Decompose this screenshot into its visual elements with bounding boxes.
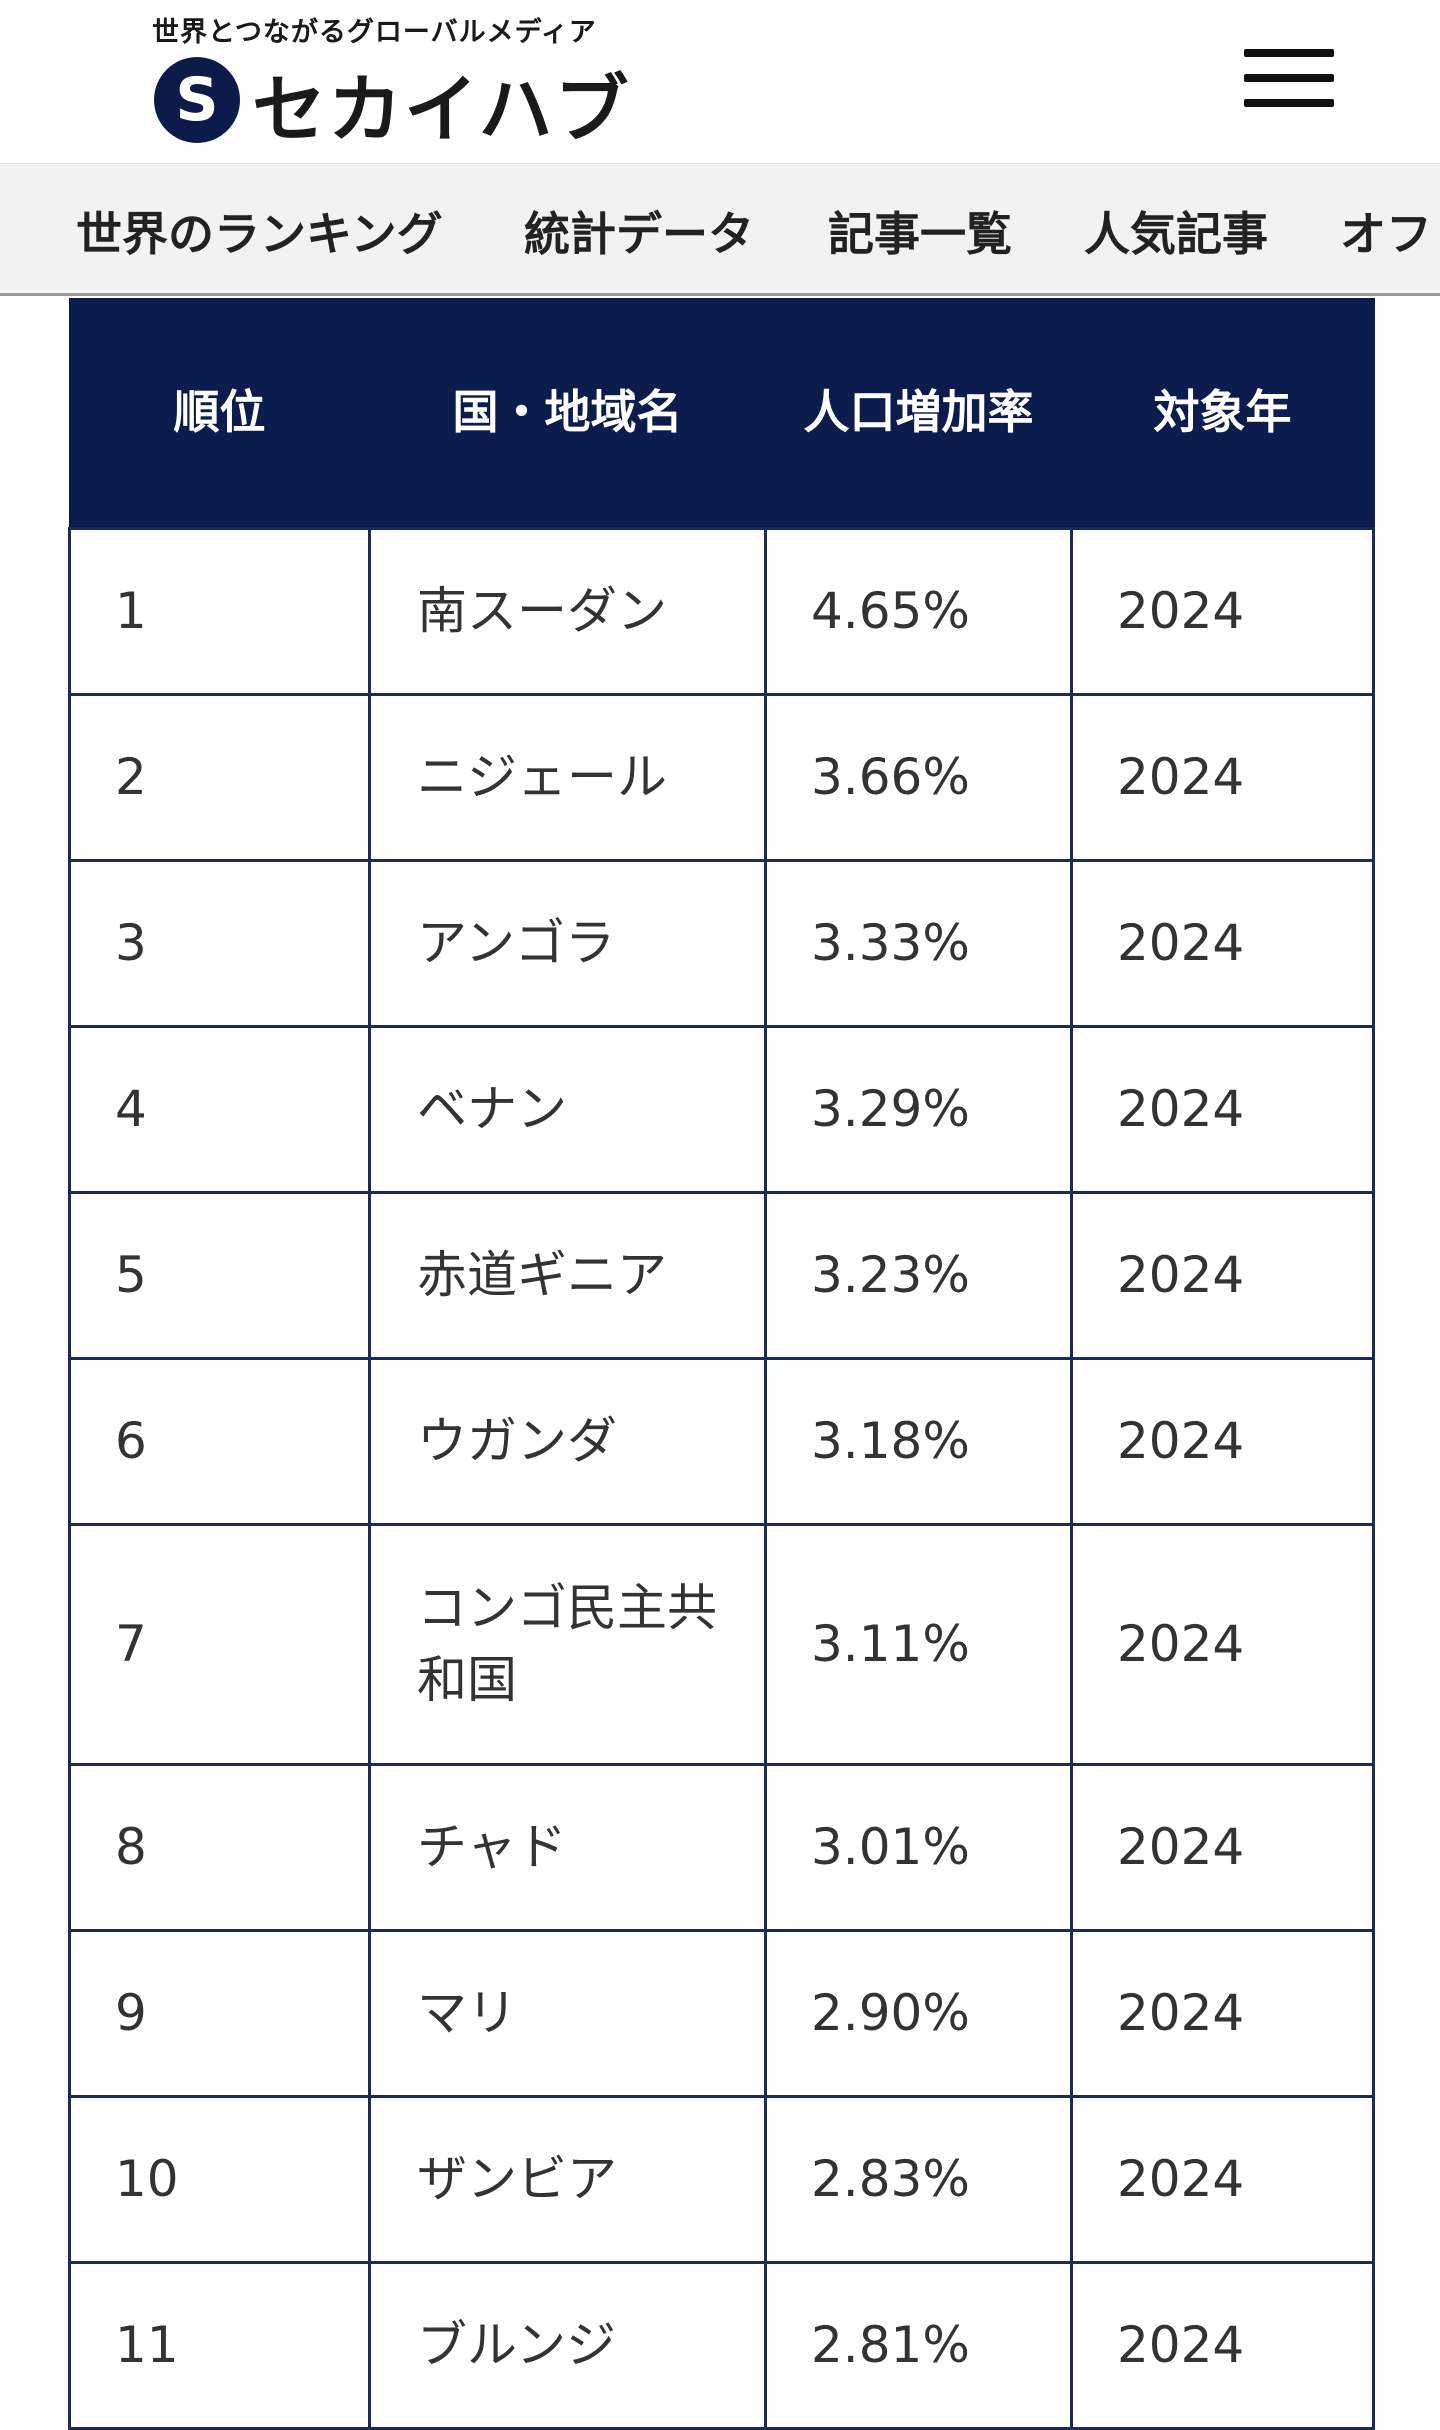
table-row: 4 ベナン 3.29% 2024 xyxy=(68,1024,1375,1194)
logo-s-icon: S xyxy=(154,57,240,143)
cell-year: 2024 xyxy=(1070,526,1375,696)
cell-country: マリ xyxy=(368,1928,767,2098)
table-row: 9 マリ 2.90% 2024 xyxy=(68,1928,1375,2098)
cell-rate: 3.29% xyxy=(764,1024,1073,1194)
column-header-year: 対象年 xyxy=(1070,298,1375,528)
nav-item-world-ranking[interactable]: 世界のランキング xyxy=(76,207,443,261)
population-growth-ranking-table: 順位 国・地域名 人口増加率 対象年 1 南スーダン 4.65% 2024 2 … xyxy=(68,298,1375,2430)
cell-rank: 4 xyxy=(68,1024,371,1194)
cell-rate: 3.66% xyxy=(764,692,1073,862)
table-row: 11 ブルンジ 2.81% 2024 xyxy=(68,2260,1375,2430)
cell-rate: 2.90% xyxy=(764,1928,1073,2098)
cell-country: アンゴラ xyxy=(368,858,767,1028)
hamburger-menu-icon xyxy=(1244,49,1334,57)
cell-country: コンゴ民主共和国 xyxy=(368,1522,767,1766)
ranking-table-container: 順位 国・地域名 人口増加率 対象年 1 南スーダン 4.65% 2024 2 … xyxy=(68,298,1375,2430)
cell-rate: 2.83% xyxy=(764,2094,1073,2264)
cell-year: 2024 xyxy=(1070,692,1375,862)
cell-rank: 5 xyxy=(68,1190,371,1360)
cell-country: チャド xyxy=(368,1762,767,1932)
cell-year: 2024 xyxy=(1070,2094,1375,2264)
cell-country: ブルンジ xyxy=(368,2260,767,2430)
site-header: 世界とつながるグローバルメディア S セカイハブ xyxy=(0,0,1440,163)
cell-year: 2024 xyxy=(1070,1762,1375,1932)
cell-rank: 11 xyxy=(68,2260,371,2430)
hamburger-menu-icon-bar xyxy=(1244,74,1334,82)
cell-country: ウガンダ xyxy=(368,1356,767,1526)
cell-rate: 3.23% xyxy=(764,1190,1073,1360)
table-row: 5 赤道ギニア 3.23% 2024 xyxy=(68,1190,1375,1360)
column-header-rank: 順位 xyxy=(68,298,371,528)
cell-year: 2024 xyxy=(1070,1356,1375,1526)
cell-country: ベナン xyxy=(368,1024,767,1194)
table-row: 8 チャド 3.01% 2024 xyxy=(68,1762,1375,1932)
table-row: 7 コンゴ民主共和国 3.11% 2024 xyxy=(68,1522,1375,1766)
category-nav: 世界のランキング 統計データ 記事一覧 人気記事 オフ xyxy=(0,163,1440,296)
table-body: 1 南スーダン 4.65% 2024 2 ニジェール 3.66% 2024 3 … xyxy=(68,526,1375,2430)
table-row: 1 南スーダン 4.65% 2024 xyxy=(68,526,1375,696)
cell-year: 2024 xyxy=(1070,1928,1375,2098)
cell-country: 南スーダン xyxy=(368,526,767,696)
hamburger-menu-icon-bar xyxy=(1244,99,1334,107)
hamburger-menu-button[interactable] xyxy=(1236,40,1336,120)
nav-item-more[interactable]: オフ xyxy=(1340,207,1432,261)
column-header-country: 国・地域名 xyxy=(368,298,767,528)
cell-country: 赤道ギニア xyxy=(368,1190,767,1360)
table-row: 10 ザンビア 2.83% 2024 xyxy=(68,2094,1375,2264)
cell-year: 2024 xyxy=(1070,1024,1375,1194)
cell-rank: 9 xyxy=(68,1928,371,2098)
nav-item-articles[interactable]: 記事一覧 xyxy=(828,207,1012,261)
cell-country: ザンビア xyxy=(368,2094,767,2264)
cell-rate: 3.01% xyxy=(764,1762,1073,1932)
cell-rank: 1 xyxy=(68,526,371,696)
cell-rate: 3.18% xyxy=(764,1356,1073,1526)
cell-rank: 10 xyxy=(68,2094,371,2264)
nav-item-statistics[interactable]: 統計データ xyxy=(524,207,754,261)
nav-item-popular[interactable]: 人気記事 xyxy=(1084,207,1268,261)
table-row: 6 ウガンダ 3.18% 2024 xyxy=(68,1356,1375,1526)
cell-country: ニジェール xyxy=(368,692,767,862)
cell-rank: 2 xyxy=(68,692,371,862)
table-row: 2 ニジェール 3.66% 2024 xyxy=(68,692,1375,862)
column-header-growth-rate: 人口増加率 xyxy=(764,298,1073,528)
cell-rate: 4.65% xyxy=(764,526,1073,696)
cell-rank: 6 xyxy=(68,1356,371,1526)
cell-rate: 3.11% xyxy=(764,1522,1073,1766)
cell-rate: 2.81% xyxy=(764,2260,1073,2430)
cell-rank: 7 xyxy=(68,1522,371,1766)
cell-rate: 3.33% xyxy=(764,858,1073,1028)
cell-year: 2024 xyxy=(1070,1190,1375,1360)
cell-rank: 8 xyxy=(68,1762,371,1932)
table-row: 3 アンゴラ 3.33% 2024 xyxy=(68,858,1375,1028)
logo-text: セカイハブ xyxy=(252,67,631,153)
site-tagline: 世界とつながるグローバルメディア xyxy=(152,17,597,48)
table-header: 順位 国・地域名 人口増加率 対象年 xyxy=(68,298,1375,528)
site-logo[interactable]: 世界とつながるグローバルメディア S セカイハブ xyxy=(148,10,629,153)
cell-rank: 3 xyxy=(68,858,371,1028)
cell-year: 2024 xyxy=(1070,858,1375,1028)
cell-year: 2024 xyxy=(1070,1522,1375,1766)
cell-year: 2024 xyxy=(1070,2260,1375,2430)
